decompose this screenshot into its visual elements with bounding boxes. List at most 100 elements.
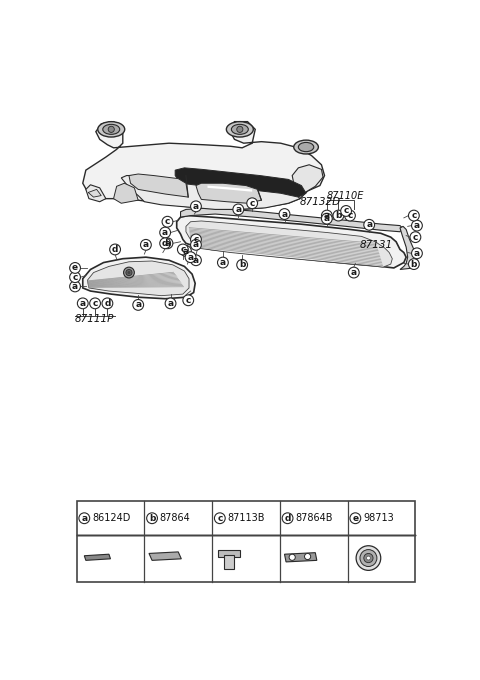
- Circle shape: [341, 205, 351, 216]
- Circle shape: [160, 238, 170, 249]
- Circle shape: [70, 272, 81, 283]
- Circle shape: [102, 298, 113, 309]
- Text: a: a: [324, 211, 330, 220]
- Text: c: c: [250, 199, 255, 208]
- Circle shape: [360, 549, 377, 566]
- Polygon shape: [175, 168, 306, 197]
- Bar: [218, 549, 240, 556]
- Text: a: a: [188, 253, 193, 262]
- Circle shape: [126, 269, 132, 275]
- Circle shape: [191, 201, 201, 211]
- Text: 87110E: 87110E: [327, 190, 364, 201]
- Text: a: a: [135, 301, 141, 309]
- Circle shape: [289, 554, 295, 560]
- Polygon shape: [129, 174, 188, 197]
- Ellipse shape: [294, 140, 318, 154]
- Text: 87131: 87131: [360, 240, 393, 250]
- Text: a: a: [162, 228, 168, 237]
- Text: a: a: [81, 513, 87, 523]
- Polygon shape: [177, 216, 406, 268]
- Polygon shape: [86, 185, 106, 202]
- Circle shape: [350, 513, 361, 524]
- Text: 87113B: 87113B: [228, 513, 265, 523]
- Text: e: e: [352, 513, 359, 523]
- Text: c: c: [165, 217, 170, 226]
- Circle shape: [279, 209, 290, 220]
- Text: c: c: [411, 211, 417, 220]
- Text: a: a: [80, 299, 86, 308]
- Text: a: a: [193, 240, 199, 250]
- Polygon shape: [180, 208, 402, 232]
- Polygon shape: [196, 183, 262, 203]
- Polygon shape: [114, 183, 138, 203]
- Text: a: a: [324, 214, 330, 223]
- Text: a: a: [366, 220, 372, 229]
- Circle shape: [160, 227, 170, 238]
- Text: c: c: [217, 513, 223, 523]
- Polygon shape: [149, 552, 181, 560]
- Circle shape: [133, 299, 144, 310]
- Polygon shape: [400, 226, 417, 269]
- Text: b: b: [239, 260, 245, 269]
- Circle shape: [127, 271, 131, 274]
- Circle shape: [162, 216, 173, 227]
- Circle shape: [237, 260, 248, 270]
- Circle shape: [70, 262, 81, 273]
- Text: b: b: [411, 260, 417, 269]
- Circle shape: [147, 513, 157, 524]
- Circle shape: [141, 239, 151, 250]
- Text: c: c: [343, 207, 349, 216]
- Polygon shape: [84, 554, 110, 560]
- Polygon shape: [285, 553, 317, 562]
- Circle shape: [185, 252, 196, 262]
- Polygon shape: [186, 221, 392, 267]
- Text: d: d: [112, 245, 118, 254]
- Text: c: c: [180, 245, 186, 254]
- Text: a: a: [183, 247, 189, 256]
- Text: 87132D: 87132D: [300, 197, 341, 207]
- Text: a: a: [168, 299, 174, 308]
- Circle shape: [282, 513, 293, 524]
- Text: c: c: [72, 273, 78, 282]
- Text: e: e: [72, 263, 78, 273]
- Circle shape: [364, 554, 373, 562]
- Text: c: c: [92, 299, 98, 308]
- Circle shape: [345, 210, 355, 221]
- Circle shape: [322, 210, 332, 221]
- Text: a: a: [220, 258, 226, 267]
- Circle shape: [304, 554, 311, 560]
- Text: b: b: [149, 513, 155, 523]
- Text: a: a: [281, 209, 288, 218]
- Text: d: d: [104, 299, 110, 308]
- Circle shape: [191, 255, 201, 266]
- Circle shape: [110, 244, 120, 255]
- Circle shape: [408, 210, 419, 221]
- Text: c: c: [347, 211, 353, 220]
- Circle shape: [70, 281, 81, 292]
- Circle shape: [408, 258, 419, 269]
- Circle shape: [123, 267, 134, 278]
- Circle shape: [247, 198, 258, 209]
- Circle shape: [348, 267, 359, 278]
- Ellipse shape: [98, 122, 125, 137]
- Circle shape: [237, 126, 243, 133]
- Ellipse shape: [103, 124, 120, 135]
- Circle shape: [367, 556, 371, 560]
- Circle shape: [333, 210, 344, 221]
- Circle shape: [77, 298, 88, 309]
- Polygon shape: [83, 257, 195, 299]
- Circle shape: [178, 244, 188, 255]
- Text: 98713: 98713: [363, 513, 394, 523]
- Circle shape: [411, 248, 422, 258]
- Ellipse shape: [299, 142, 314, 152]
- FancyBboxPatch shape: [77, 501, 415, 582]
- Circle shape: [410, 232, 421, 243]
- Text: b: b: [335, 211, 342, 220]
- Text: a: a: [235, 205, 241, 214]
- Ellipse shape: [227, 122, 253, 137]
- Text: a: a: [414, 221, 420, 230]
- Text: 87864B: 87864B: [295, 513, 333, 523]
- Circle shape: [180, 245, 192, 256]
- Text: c: c: [186, 296, 191, 305]
- Circle shape: [183, 295, 193, 306]
